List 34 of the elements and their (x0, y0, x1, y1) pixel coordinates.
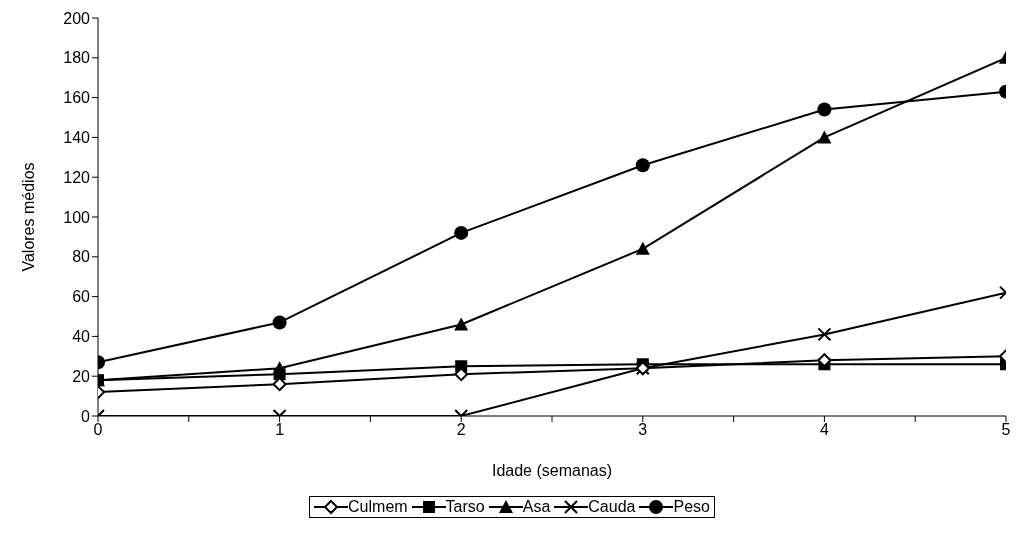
legend-label: Culmem (348, 498, 408, 516)
y-tick-label: 120 (63, 168, 91, 186)
point (454, 367, 469, 382)
x-tick-label: 0 (93, 421, 103, 439)
point (273, 368, 286, 381)
x-tick-label: 3 (638, 421, 648, 439)
legend-label: Cauda (588, 498, 636, 516)
y-tick-label: 100 (63, 208, 91, 226)
x-tick-label: 2 (456, 421, 466, 439)
legend-label: Peso (673, 498, 710, 516)
y-tick-label: 80 (72, 248, 91, 266)
x-axis-title: Idade (semanas) (491, 462, 613, 479)
point (454, 225, 469, 240)
y-axis-title: Valores médios (19, 162, 37, 272)
point (817, 130, 832, 144)
y-tick-label: 140 (63, 129, 91, 147)
point (454, 317, 469, 331)
y-tick-label: 60 (72, 288, 91, 306)
point (272, 377, 287, 392)
point (272, 315, 287, 330)
point (817, 102, 832, 117)
y-tick-label: 20 (72, 367, 91, 385)
legend-label: Asa (522, 498, 551, 516)
y-tick-label: 200 (63, 9, 91, 27)
y-tick-label: 160 (63, 89, 91, 107)
y-tick-label: 0 (81, 407, 91, 425)
point (635, 158, 650, 173)
legend-label: Tarso (445, 498, 485, 516)
x-tick-label: 4 (819, 421, 829, 439)
point (635, 241, 650, 255)
x-tick-label: 5 (1001, 421, 1011, 439)
y-tick-label: 40 (72, 328, 91, 346)
y-tick-label: 180 (63, 49, 91, 67)
x-tick-label: 1 (275, 421, 285, 439)
